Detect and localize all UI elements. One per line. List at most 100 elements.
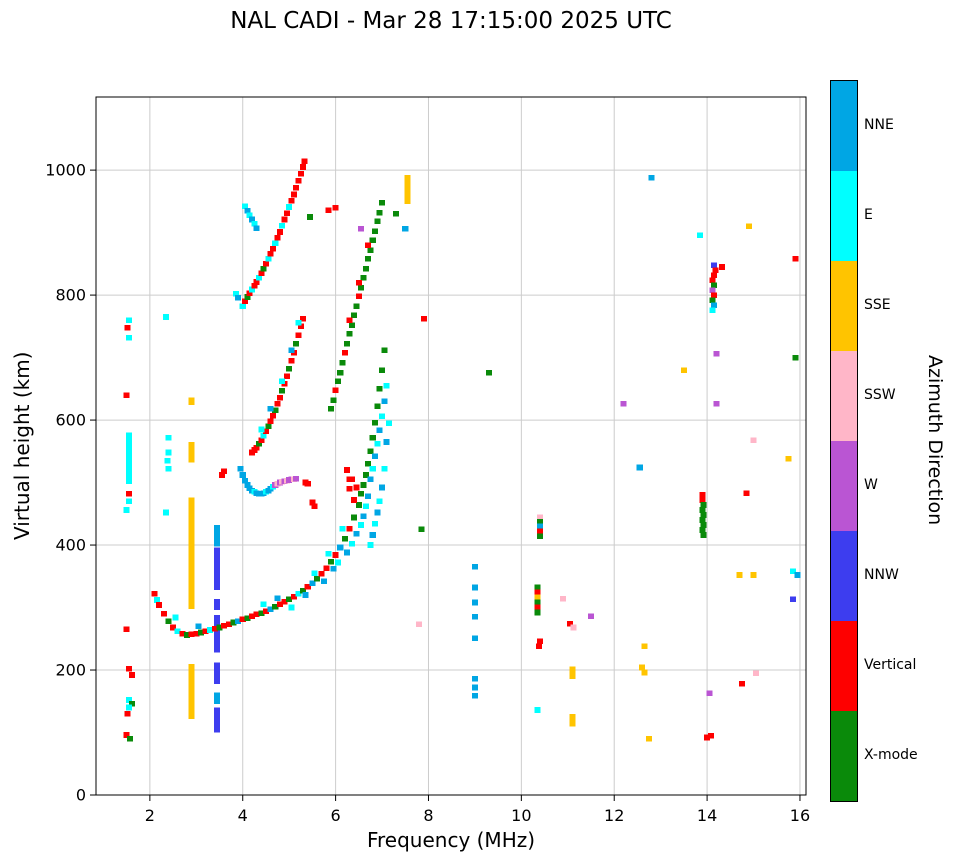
data-tile <box>365 256 372 262</box>
data-tile <box>309 499 316 506</box>
data-tile <box>197 629 204 636</box>
data-segment <box>214 615 221 653</box>
data-tile <box>379 199 386 206</box>
data-tile <box>535 643 543 650</box>
data-tile <box>246 290 253 297</box>
data-tile <box>699 507 706 513</box>
data-tile <box>290 191 297 198</box>
data-tile <box>334 378 341 385</box>
data-tile <box>202 628 209 635</box>
data-tile <box>536 514 543 521</box>
data-tile <box>288 347 295 353</box>
data-tile <box>288 357 295 364</box>
x-tick-label: 4 <box>238 806 248 825</box>
data-tile <box>360 482 367 488</box>
data-tile <box>785 455 792 462</box>
data-tile <box>344 549 351 556</box>
data-tile <box>346 317 353 323</box>
data-tile <box>360 513 367 520</box>
y-tick-label: 200 <box>55 661 86 680</box>
data-tile <box>534 594 541 601</box>
data-segment <box>214 662 221 684</box>
data-tile <box>362 472 369 478</box>
colorbar-tick-label: SSE <box>864 297 891 313</box>
data-tile <box>344 467 351 473</box>
data-tile <box>295 177 302 184</box>
data-segment <box>404 175 411 204</box>
data-tile <box>471 684 478 691</box>
data-tile <box>239 472 246 478</box>
data-tile <box>351 514 358 521</box>
data-tile <box>750 437 757 443</box>
data-tile <box>379 367 386 373</box>
data-tile <box>699 517 706 523</box>
y-tick-label: 800 <box>55 286 86 305</box>
data-tile <box>230 619 237 626</box>
data-tile <box>314 575 321 582</box>
data-tile <box>348 322 355 328</box>
data-tile <box>327 559 334 565</box>
data-tile <box>235 618 242 625</box>
data-tile <box>129 700 136 707</box>
data-tile <box>163 509 170 516</box>
data-tile <box>680 367 687 373</box>
data-tile <box>195 623 202 630</box>
data-tile <box>700 512 707 518</box>
data-tile <box>174 628 181 635</box>
data-tile <box>253 611 260 618</box>
data-tile <box>372 453 379 460</box>
data-tile <box>536 523 543 530</box>
data-tile <box>355 293 362 300</box>
data-tile <box>260 266 267 272</box>
data-tile <box>265 423 272 430</box>
data-tile <box>376 209 383 216</box>
data-tile <box>286 366 293 372</box>
data-tile <box>709 297 716 303</box>
data-tile <box>369 465 376 472</box>
data-tile <box>365 460 372 467</box>
data-tile <box>297 171 304 177</box>
data-tile <box>379 484 386 491</box>
data-tile <box>339 359 346 366</box>
colorbar-segment-sse <box>831 261 857 351</box>
x-tick-label: 2 <box>145 806 155 825</box>
data-tile <box>262 428 269 435</box>
colorbar-segment-nne <box>831 81 857 171</box>
colorbar-tick-label: Vertical <box>864 657 917 673</box>
data-tile <box>125 665 132 672</box>
colorbar-tick-label: SSW <box>864 387 896 403</box>
data-tile <box>242 203 249 210</box>
data-tile <box>367 448 374 455</box>
data-tile <box>372 228 379 235</box>
data-tile <box>272 407 279 413</box>
data-tile <box>536 519 543 525</box>
data-tile <box>700 532 707 538</box>
data-tile <box>536 533 543 540</box>
data-tile <box>587 613 595 620</box>
data-tile <box>249 613 256 620</box>
data-tile <box>300 164 307 170</box>
colorbar-tick-label: E <box>864 207 873 223</box>
data-tile <box>711 302 718 308</box>
data-tile <box>276 394 283 401</box>
data-tile <box>327 406 334 412</box>
data-tile <box>358 284 365 291</box>
data-segment <box>214 707 221 733</box>
data-tile <box>239 616 246 623</box>
data-tile <box>339 525 346 532</box>
data-tile <box>125 490 132 497</box>
tick-marks <box>90 169 801 801</box>
data-segment <box>125 432 132 484</box>
data-tile <box>207 627 214 633</box>
data-tile <box>283 210 290 217</box>
data-tile <box>560 595 567 602</box>
data-tile <box>367 476 374 483</box>
data-tile <box>165 449 172 456</box>
data-tile <box>334 559 341 566</box>
data-tile <box>418 526 425 533</box>
data-tile <box>311 570 318 576</box>
data-tile <box>570 624 577 631</box>
data-tile <box>304 480 311 487</box>
data-tile <box>260 601 267 608</box>
data-tile <box>272 604 279 610</box>
